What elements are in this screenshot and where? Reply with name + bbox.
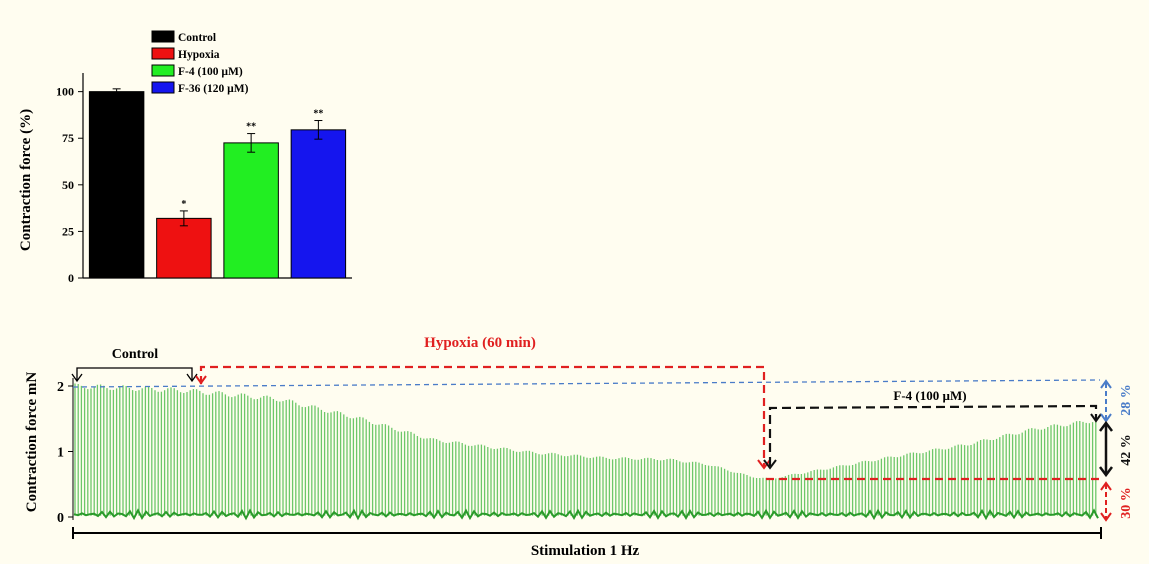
bar-y-ticks: 0 25 50 75 100 xyxy=(56,85,83,285)
trace-baseline xyxy=(73,508,1099,521)
legend-label-hypoxia: Hypoxia xyxy=(178,49,220,61)
bar-y-tick-label: 100 xyxy=(56,85,74,99)
bar-y-tick-label: 75 xyxy=(62,131,74,145)
significance-mark: ** xyxy=(246,122,256,133)
legend-swatch-control xyxy=(151,30,175,43)
legend-label-f36: F-36 (120 µM) xyxy=(178,83,249,95)
pct-30-label: 30 % xyxy=(1119,487,1134,519)
trace-spikes xyxy=(74,383,1097,516)
f4-arrow-left xyxy=(763,459,777,470)
legend-swatch-f4 xyxy=(151,64,175,77)
trace-y-tick-label: 0 xyxy=(57,511,64,526)
trace-chart: Contraction force mN 0 1 2 Control Hypoxia… xyxy=(24,335,1134,559)
bar-series: ***** xyxy=(88,88,347,279)
bar xyxy=(223,142,279,279)
stimulation-bar xyxy=(72,527,1102,539)
control-bracket xyxy=(71,367,198,383)
f4-arrow-right xyxy=(1090,413,1102,423)
legend-swatch-hypoxia xyxy=(151,47,175,60)
trace-y-tick-label: 1 xyxy=(57,446,64,461)
legend: Control Hypoxia F-4 (100 µM) F-36 (120 µ… xyxy=(151,30,249,95)
significance-mark: * xyxy=(181,199,186,210)
bar-y-tick-label: 50 xyxy=(62,178,74,192)
hypoxia-bracket xyxy=(199,365,766,466)
f4-label: F-4 (100 µM) xyxy=(893,388,966,403)
hypoxia-arrow-left xyxy=(195,375,207,385)
trace-y-tick-label: 2 xyxy=(57,380,64,395)
bar-y-tick-label: 25 xyxy=(62,224,74,238)
pct-42-label: 42 % xyxy=(1119,434,1134,466)
legend-label-f4: F-4 (100 µM) xyxy=(178,66,243,78)
legend-swatch-f36 xyxy=(151,81,175,94)
bar xyxy=(290,129,347,279)
f4-bracket xyxy=(768,404,1098,466)
hypoxia-label: Hypoxia (60 min) xyxy=(424,335,536,351)
legend-label-control: Control xyxy=(178,32,216,44)
trace-y-ticks: 0 1 2 xyxy=(57,380,73,526)
trace-xlabel: Stimulation 1 Hz xyxy=(531,543,640,559)
pct-30-arrow xyxy=(1100,481,1112,522)
bar-ylabel: Contraction force (%) xyxy=(18,109,34,251)
trace-ylabel: Contraction force mN xyxy=(24,372,40,513)
pct-42-arrow xyxy=(1099,420,1113,478)
reference-line xyxy=(72,379,1101,388)
significance-mark: ** xyxy=(313,109,323,120)
bar xyxy=(88,91,145,279)
bar-y-tick-label: 0 xyxy=(68,271,74,285)
control-label: Control xyxy=(112,347,159,362)
hypoxia-arrow-right xyxy=(757,459,771,470)
pct-28-label: 28 % xyxy=(1119,384,1134,416)
bar xyxy=(156,217,212,279)
pct-28-arrow xyxy=(1100,379,1112,423)
